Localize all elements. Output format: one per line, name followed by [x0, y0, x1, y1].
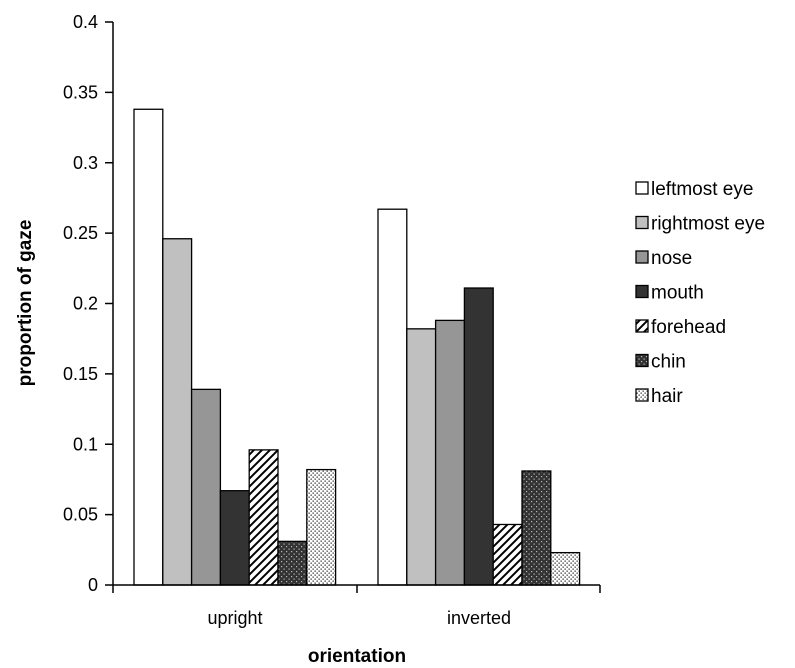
- x-tick-label-inverted: inverted: [447, 608, 511, 628]
- y-tick-label: 0.15: [63, 364, 98, 384]
- y-axis-title: proportion of gaze: [15, 220, 36, 387]
- y-axis-ticks: 0 0.05 0.1 0.15 0.2 0.25 0.3 0.35 0.4: [63, 12, 113, 595]
- legend-label-chin: chin: [651, 352, 686, 373]
- legend-label-forehead: forehead: [651, 317, 726, 338]
- bars: [133, 108, 581, 586]
- x-axis-title: orientation: [308, 646, 406, 667]
- bar-rightmost-eye-inverted: [406, 328, 437, 586]
- y-tick-label: 0.05: [63, 505, 98, 525]
- legend-label-leftmost-eye: leftmost eye: [651, 179, 753, 200]
- legend-label-nose: nose: [651, 248, 692, 269]
- y-tick-label: 0.4: [73, 12, 98, 32]
- y-tick-label: 0.2: [73, 294, 98, 314]
- bar-rightmost-eye-upright: [162, 238, 193, 586]
- y-tick-label: 0: [88, 575, 98, 595]
- bar-hair-inverted: [550, 551, 581, 586]
- legend-swatch-forehead: [635, 319, 649, 333]
- bar-mouth-upright: [219, 490, 250, 586]
- y-tick-label: 0.35: [63, 82, 98, 102]
- y-tick-label: 0.3: [73, 153, 98, 173]
- bar-mouth-inverted: [463, 287, 494, 586]
- bar-forehead-upright: [248, 449, 279, 586]
- bar-nose-inverted: [434, 319, 466, 586]
- legend-swatch-mouth: [635, 284, 649, 299]
- legend-label-mouth: mouth: [651, 283, 704, 304]
- bar-forehead-inverted: [492, 523, 523, 586]
- legend-swatch-hair: [635, 388, 649, 402]
- y-tick-label: 0.1: [73, 434, 98, 454]
- legend-swatch-leftmost-eye: [635, 181, 649, 195]
- legend: leftmost eye rightmost eye nose mouth forehe…: [635, 179, 765, 407]
- bar-nose-upright: [190, 388, 222, 586]
- bar-hair-upright: [306, 468, 337, 586]
- x-tick-label-upright: upright: [207, 608, 262, 628]
- legend-swatch-rightmost-eye: [635, 215, 649, 230]
- bar-leftmost-eye-inverted: [377, 208, 408, 586]
- bar-chin-inverted: [521, 470, 552, 586]
- bar-chin-upright: [277, 540, 308, 586]
- legend-swatch-chin: [635, 353, 649, 368]
- legend-swatch-nose: [635, 250, 649, 264]
- legend-label-rightmost-eye: rightmost eye: [651, 214, 765, 235]
- y-tick-label: 0.25: [63, 223, 98, 243]
- bar-leftmost-eye-upright: [133, 108, 164, 586]
- legend-label-hair: hair: [651, 386, 683, 407]
